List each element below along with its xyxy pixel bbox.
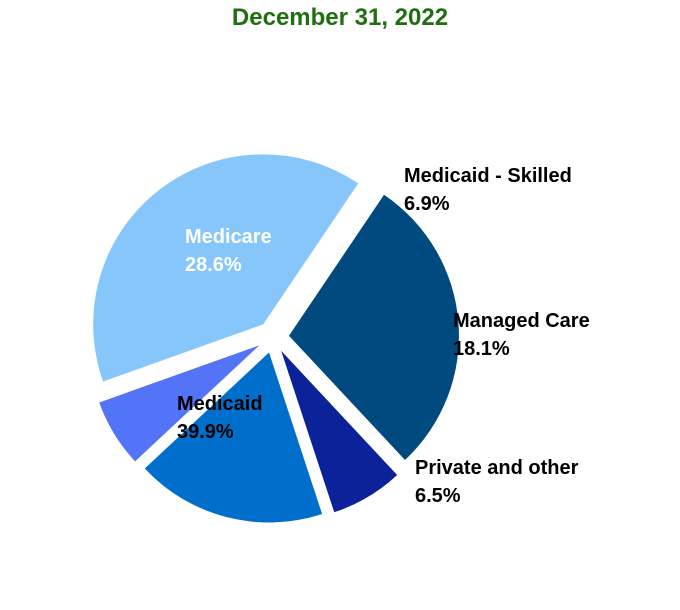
slice-value-label: 28.6% [185, 254, 242, 276]
pie-slice-medicaid [93, 154, 359, 382]
slice-value-label: 18.1% [453, 338, 510, 360]
pie-labels: Medicare 28.6% Medicaid - Skilled 6.9% Manag… [177, 165, 590, 507]
slice-category-label: Managed Care [453, 310, 590, 332]
slice-label: Private and other 6.5% [415, 457, 579, 507]
slice-label: Medicaid - Skilled 6.9% [404, 165, 572, 215]
pie-slice-medicare [288, 194, 459, 460]
pie-slice-managed-care [144, 352, 323, 523]
pie-slice-medicaid-skilled [281, 350, 398, 513]
slice-label: Managed Care 18.1% [453, 310, 590, 360]
slice-category-label: Medicare [185, 226, 272, 248]
slice-label: Medicare 28.6% [185, 226, 272, 276]
slice-category-label: Medicaid - Skilled [404, 165, 572, 187]
slice-category-label: Medicaid [177, 393, 263, 415]
slice-category-label: Private and other [415, 457, 579, 479]
slice-label: Medicaid 39.9% [177, 393, 263, 443]
slice-value-label: 6.9% [404, 193, 450, 215]
slice-value-label: 6.5% [415, 485, 461, 507]
slice-value-label: 39.9% [177, 421, 234, 443]
pie-slices [93, 154, 459, 523]
pie-slice-private-and-other [99, 345, 260, 462]
chart-title: December 31, 2022 [231, 4, 449, 31]
